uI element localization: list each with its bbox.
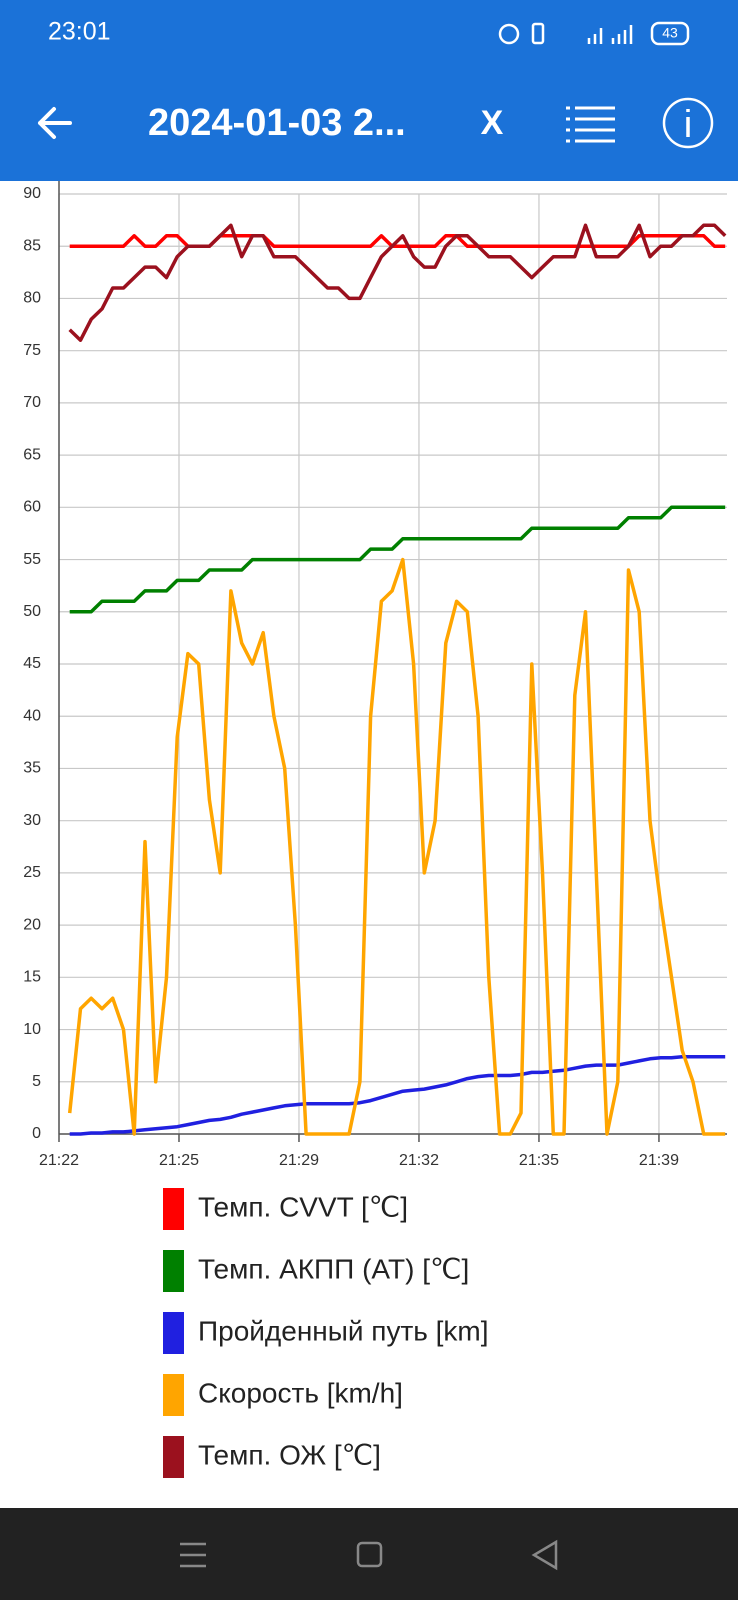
- x-tick-label: 21:22: [39, 1152, 79, 1169]
- x-tick-label: 21:29: [279, 1152, 319, 1169]
- y-tick-label: 70: [23, 394, 41, 411]
- chart: 0 5 10 15 20 25 30 35 40 45 50 55 60 65 70 75 80 85 90 21:2…: [23, 174, 727, 1169]
- app-bar-bg: [0, 0, 738, 181]
- y-tick-label: 65: [23, 446, 41, 463]
- legend-label: Темп. АКПП (AT) [℃]: [198, 1253, 469, 1284]
- nav-bar: [0, 1508, 738, 1600]
- y-tick-label: 75: [23, 342, 41, 359]
- legend-label: Пройденный путь [km]: [198, 1315, 489, 1346]
- legend-swatch: [163, 1250, 184, 1292]
- status-icons: [498, 21, 690, 46]
- x-tick-label: 21:39: [639, 1152, 679, 1169]
- nav-buttons: [180, 1539, 558, 1571]
- y-tick-label: 55: [23, 551, 41, 568]
- y-tick-label: 10: [23, 1021, 41, 1038]
- legend-label: Темп. CVVT [℃]: [198, 1191, 408, 1222]
- y-tick-label: 60: [23, 499, 41, 516]
- y-tick-label: 45: [23, 655, 41, 672]
- battery-level: 43: [662, 25, 678, 41]
- series-line: [67, 557, 726, 1136]
- legend-label: Скорость [km/h]: [198, 1377, 403, 1408]
- y-tick-label: 80: [23, 290, 41, 307]
- y-tick-label: 85: [23, 237, 41, 254]
- y-tick-label: 50: [23, 603, 41, 620]
- series-line: [69, 505, 726, 614]
- legend-swatch: [163, 1312, 184, 1354]
- app-title: 2024-01-03 2...: [148, 102, 406, 144]
- y-tick-label: 25: [23, 864, 41, 881]
- legend-swatch: [163, 1436, 184, 1478]
- x-tick-label: 21:25: [159, 1152, 199, 1169]
- legend-label: Темп. ОЖ [℃]: [198, 1439, 381, 1470]
- series-line: [69, 1054, 726, 1136]
- legend-swatch: [163, 1374, 184, 1416]
- y-tick-label: 30: [23, 812, 41, 829]
- y-tick-label: 0: [32, 1125, 41, 1142]
- x-tick-label: 21:32: [399, 1152, 439, 1169]
- series-line: [69, 234, 726, 248]
- info-button[interactable]: [662, 97, 714, 149]
- y-tick-label: 15: [23, 969, 41, 986]
- list-button[interactable]: [566, 106, 615, 143]
- y-tick-label: 5: [32, 1073, 41, 1090]
- y-tick-label: 20: [23, 916, 41, 933]
- close-button[interactable]: X: [481, 104, 504, 142]
- y-tick-label: 40: [23, 707, 41, 724]
- content-bg: [0, 181, 738, 1508]
- x-tick-label: 21:35: [519, 1152, 559, 1169]
- y-tick-label: 90: [23, 185, 41, 202]
- y-tick-label: 35: [23, 760, 41, 777]
- legend-swatch: [163, 1188, 184, 1230]
- back-button[interactable]: [38, 107, 72, 139]
- series-line: [68, 223, 727, 342]
- status-time: 23:01: [48, 18, 111, 46]
